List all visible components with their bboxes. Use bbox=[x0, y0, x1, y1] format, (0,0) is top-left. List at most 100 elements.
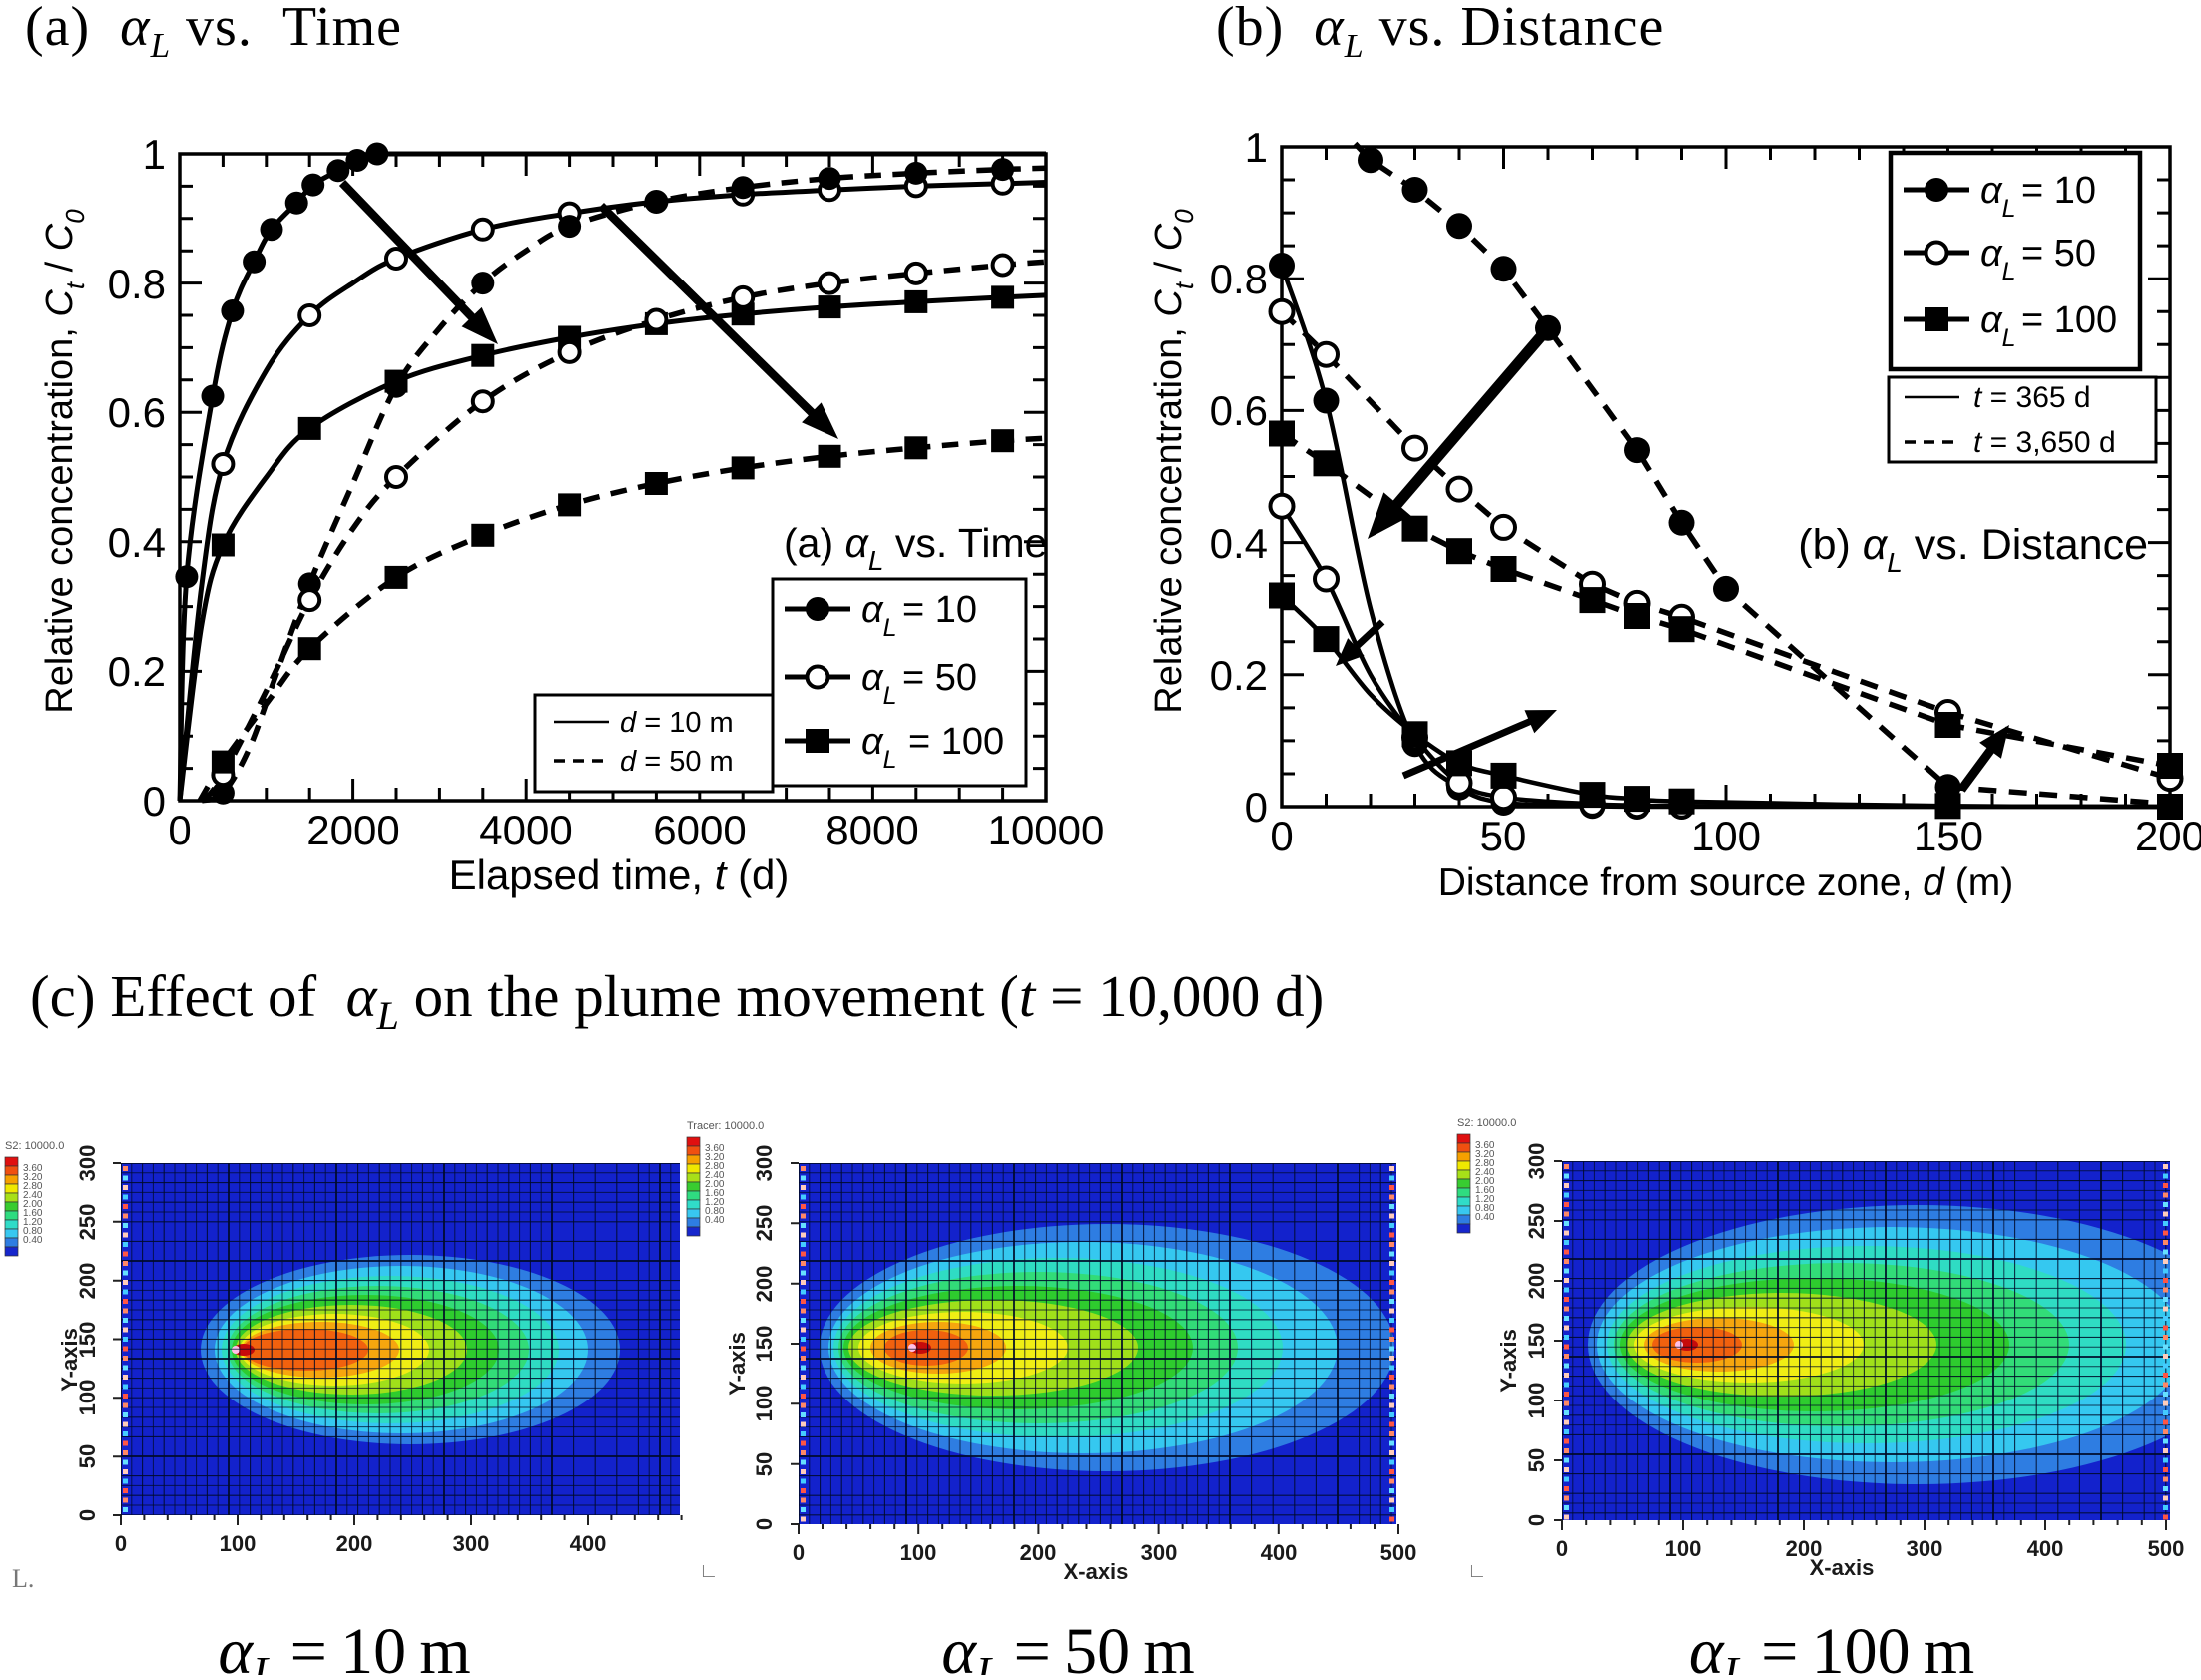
svg-text:= 10: = 10 bbox=[902, 589, 977, 631]
svg-text:0: 0 bbox=[1556, 1536, 1568, 1561]
svg-text:1.20: 1.20 bbox=[705, 1197, 725, 1208]
svg-text:50: 50 bbox=[752, 1452, 777, 1476]
svg-text:100: 100 bbox=[75, 1380, 100, 1416]
svg-text:400: 400 bbox=[2027, 1536, 2064, 1561]
svg-text:d = 50 m: d = 50 m bbox=[620, 746, 734, 778]
svg-text:Distance from source zone, d (: Distance from source zone, d (m) bbox=[1438, 861, 2014, 904]
svg-text:250: 250 bbox=[75, 1204, 100, 1241]
svg-text:4000: 4000 bbox=[479, 807, 572, 853]
svg-text:= 100: = 100 bbox=[2021, 299, 2117, 341]
svg-text:X-axis: X-axis bbox=[1810, 1555, 1875, 1580]
svg-text:200: 200 bbox=[1524, 1263, 1549, 1300]
svg-text:Y-axis: Y-axis bbox=[725, 1332, 750, 1396]
svg-text:50: 50 bbox=[1480, 813, 1527, 859]
svg-text:1.60: 1.60 bbox=[23, 1208, 43, 1219]
svg-text:Y-axis: Y-axis bbox=[1496, 1329, 1521, 1393]
svg-text:0.40: 0.40 bbox=[705, 1215, 725, 1226]
svg-text:1.20: 1.20 bbox=[1475, 1194, 1495, 1205]
svg-text:2.00: 2.00 bbox=[705, 1179, 725, 1190]
svg-text:Tracer: 10000.0: Tracer: 10000.0 bbox=[687, 1120, 764, 1132]
svg-text:3.20: 3.20 bbox=[1475, 1149, 1495, 1160]
svg-text:t = 3,650 d: t = 3,650 d bbox=[1973, 426, 2116, 459]
svg-text:100: 100 bbox=[752, 1386, 777, 1422]
svg-text:3.60: 3.60 bbox=[705, 1143, 725, 1154]
svg-text:250: 250 bbox=[752, 1205, 777, 1242]
svg-text:0.4: 0.4 bbox=[108, 519, 166, 566]
svg-text:= 100: = 100 bbox=[908, 721, 1004, 763]
svg-text:∟: ∟ bbox=[699, 1560, 719, 1582]
svg-text:100: 100 bbox=[900, 1540, 937, 1565]
svg-text:αL = 100 m: αL = 100 m bbox=[1689, 1615, 1974, 1675]
svg-text:150: 150 bbox=[1524, 1323, 1549, 1360]
svg-text:0.80: 0.80 bbox=[23, 1226, 43, 1237]
svg-text:300: 300 bbox=[75, 1145, 100, 1182]
svg-text:3.20: 3.20 bbox=[23, 1172, 43, 1183]
svg-text:3.60: 3.60 bbox=[23, 1163, 43, 1174]
svg-text:400: 400 bbox=[570, 1531, 607, 1556]
svg-text:100: 100 bbox=[1665, 1536, 1702, 1561]
svg-text:150: 150 bbox=[752, 1326, 777, 1363]
svg-text:1: 1 bbox=[1245, 124, 1268, 171]
svg-text:3.20: 3.20 bbox=[705, 1152, 725, 1163]
svg-text:300: 300 bbox=[453, 1531, 490, 1556]
svg-text:0.4: 0.4 bbox=[1210, 520, 1268, 567]
svg-text:0: 0 bbox=[143, 778, 166, 825]
svg-text:0.2: 0.2 bbox=[108, 648, 166, 695]
svg-text:2.00: 2.00 bbox=[23, 1199, 43, 1210]
svg-text:0.40: 0.40 bbox=[1475, 1212, 1495, 1223]
svg-text:0: 0 bbox=[752, 1518, 777, 1530]
svg-text:0.8: 0.8 bbox=[108, 261, 166, 307]
svg-text:200: 200 bbox=[752, 1266, 777, 1303]
svg-text:250: 250 bbox=[1524, 1203, 1549, 1240]
svg-text:2.80: 2.80 bbox=[705, 1161, 725, 1172]
svg-text:S2: 10000.0: S2: 10000.0 bbox=[5, 1140, 64, 1152]
svg-text:αL = 10 m: αL = 10 m bbox=[218, 1615, 470, 1675]
svg-text:0: 0 bbox=[75, 1509, 100, 1521]
svg-text:500: 500 bbox=[2148, 1536, 2185, 1561]
svg-text:1: 1 bbox=[143, 131, 166, 178]
svg-text:1.20: 1.20 bbox=[23, 1217, 43, 1228]
svg-text:= 50: = 50 bbox=[2021, 233, 2096, 275]
svg-text:2.40: 2.40 bbox=[705, 1170, 725, 1181]
svg-text:8000: 8000 bbox=[825, 807, 918, 853]
svg-text:150: 150 bbox=[75, 1322, 100, 1359]
svg-text:200: 200 bbox=[336, 1531, 373, 1556]
svg-text:10000: 10000 bbox=[988, 807, 1105, 853]
svg-text:2000: 2000 bbox=[306, 807, 399, 853]
svg-text:2.40: 2.40 bbox=[23, 1190, 43, 1201]
svg-text:150: 150 bbox=[1914, 813, 1983, 859]
svg-text:300: 300 bbox=[1524, 1143, 1549, 1180]
svg-text:300: 300 bbox=[752, 1145, 777, 1182]
svg-text:0.2: 0.2 bbox=[1210, 652, 1268, 699]
svg-text:50: 50 bbox=[1524, 1448, 1549, 1472]
svg-text:500: 500 bbox=[1380, 1540, 1417, 1565]
svg-text:L.: L. bbox=[12, 1564, 34, 1593]
svg-text:100: 100 bbox=[1524, 1383, 1549, 1419]
svg-text:300: 300 bbox=[1907, 1536, 1943, 1561]
svg-text:0: 0 bbox=[168, 807, 191, 853]
svg-text:0.6: 0.6 bbox=[108, 389, 166, 436]
svg-text:t = 365 d: t = 365 d bbox=[1973, 381, 2091, 414]
svg-text:0: 0 bbox=[1245, 784, 1268, 831]
svg-text:2.40: 2.40 bbox=[1475, 1167, 1495, 1178]
svg-text:Elapsed time, t (d): Elapsed time, t (d) bbox=[449, 851, 790, 898]
svg-text:= 10: = 10 bbox=[2021, 170, 2096, 212]
svg-text:300: 300 bbox=[1141, 1540, 1178, 1565]
svg-text:0.6: 0.6 bbox=[1210, 387, 1268, 434]
svg-text:d = 10 m: d = 10 m bbox=[620, 707, 734, 739]
svg-text:(b) αL vs. Distance: (b) αL vs. Distance bbox=[1216, 0, 1664, 65]
svg-text:3.60: 3.60 bbox=[1475, 1140, 1495, 1151]
svg-text:6000: 6000 bbox=[653, 807, 746, 853]
svg-text:0.80: 0.80 bbox=[705, 1206, 725, 1217]
svg-text:0: 0 bbox=[793, 1540, 805, 1565]
svg-text:(b) αL vs. Distance: (b) αL vs. Distance bbox=[1798, 521, 2148, 578]
svg-text:200: 200 bbox=[1786, 1536, 1823, 1561]
svg-text:(c) Effect of αL on the plume: (c) Effect of αL on the plume movement (… bbox=[30, 963, 1324, 1038]
svg-text:100: 100 bbox=[1691, 813, 1761, 859]
svg-text:200: 200 bbox=[1020, 1540, 1057, 1565]
svg-text:0: 0 bbox=[115, 1531, 127, 1556]
svg-text:2.80: 2.80 bbox=[1475, 1158, 1495, 1169]
svg-text:1.60: 1.60 bbox=[705, 1188, 725, 1199]
svg-text:2.80: 2.80 bbox=[23, 1181, 43, 1192]
svg-text:100: 100 bbox=[220, 1531, 257, 1556]
